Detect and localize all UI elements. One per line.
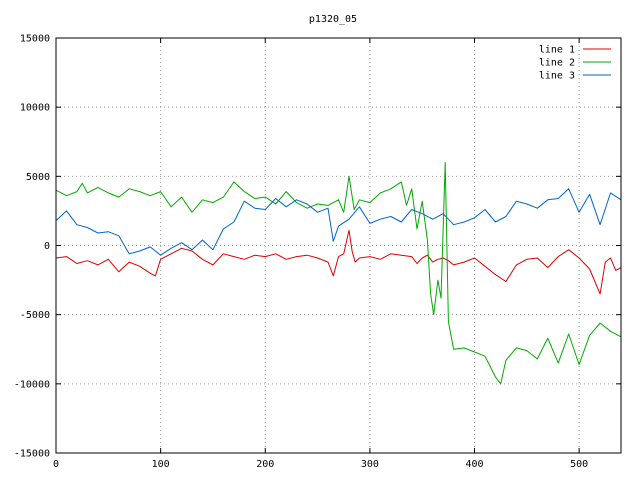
y-tick-label: 0 — [44, 241, 50, 252]
y-tick-label: -10000 — [14, 379, 50, 390]
y-tick-label: 15000 — [20, 34, 50, 45]
series-line-line-1 — [55, 229, 622, 295]
y-tick-label: -15000 — [14, 449, 50, 460]
x-tick-label: 100 — [152, 459, 170, 470]
x-tick-label: 500 — [570, 459, 588, 470]
y-tick-label: 10000 — [20, 103, 50, 114]
legend-label-line-2: line 2 — [539, 58, 575, 69]
series-lines — [55, 162, 622, 385]
series-line-line-2 — [55, 162, 622, 385]
plot-frame — [55, 37, 622, 454]
axis-ticks: 0 100 200 300 400 500 -15000 -10000 -5000 0 5000 10… — [14, 34, 621, 470]
x-tick-label: 0 — [53, 459, 59, 470]
x-tick-label: 200 — [256, 459, 274, 470]
legend-label-line-1: line 1 — [539, 45, 575, 56]
x-tick-label: 400 — [465, 459, 483, 470]
legend: line 1 line 2 line 3 — [539, 45, 611, 82]
x-tick-label: 300 — [361, 459, 379, 470]
series-line-line-3 — [55, 188, 622, 256]
y-tick-label: 5000 — [26, 172, 50, 183]
y-tick-label: -5000 — [20, 310, 50, 321]
legend-label-line-3: line 3 — [539, 71, 575, 82]
chart-title: p1320_05 — [309, 14, 357, 25]
grid — [56, 38, 621, 453]
